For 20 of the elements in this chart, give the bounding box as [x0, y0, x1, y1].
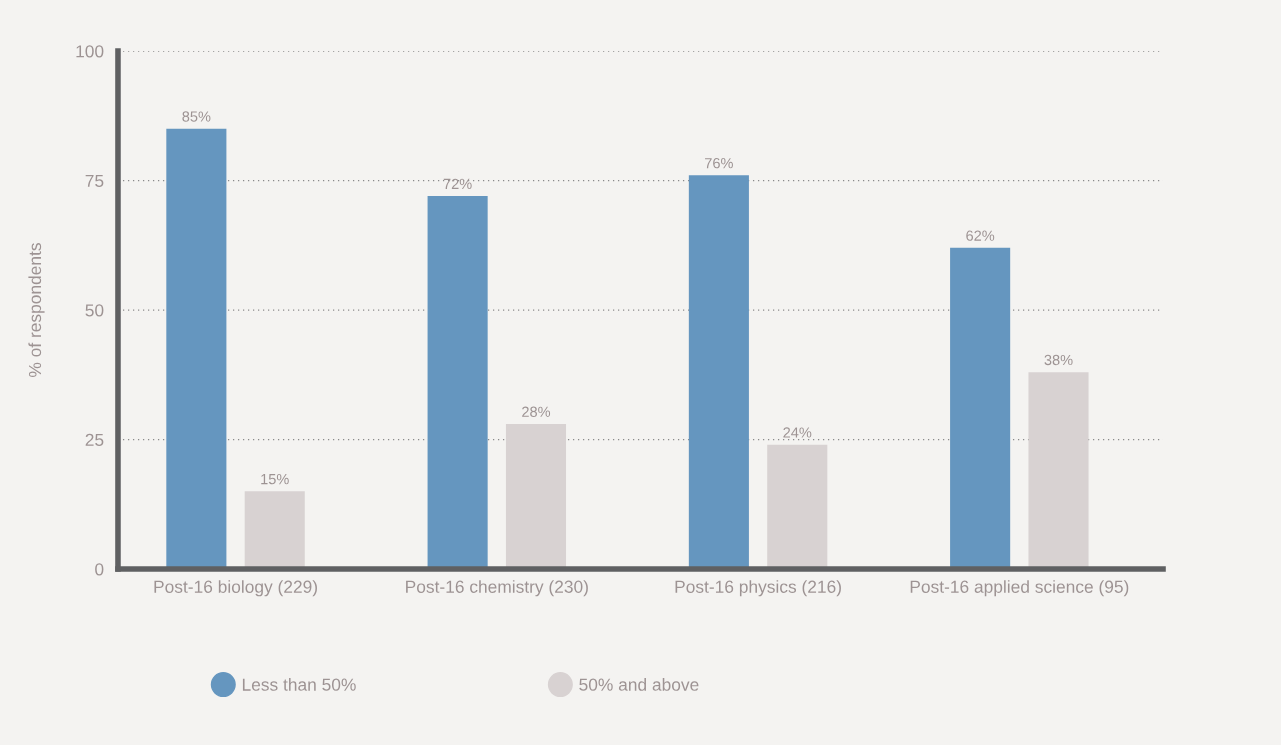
y-tick-label: 100	[76, 45, 104, 58]
data-label: 85%	[182, 111, 211, 122]
x-tick-label: Post-16 biology (229)	[154, 580, 317, 597]
legend-label: Less than 50%	[242, 678, 356, 691]
data-label: 24%	[783, 427, 812, 438]
data-label: 62%	[966, 230, 995, 241]
y-tick-label: 75	[85, 174, 104, 187]
y-tick-label: 0	[95, 563, 104, 576]
data-label: 38%	[1044, 354, 1073, 366]
legend-label: 50% and above	[579, 678, 699, 691]
data-label: 15%	[261, 474, 289, 485]
data-label: 72%	[443, 178, 472, 189]
x-tick-label: Post-16 physics (216)	[675, 580, 841, 597]
y-tick-label: 25	[85, 433, 104, 446]
y-tick-label: 50	[85, 304, 104, 317]
x-tick-label: Post-16 chemistry (230)	[406, 580, 588, 597]
y-axis-title: % of respondents	[28, 243, 45, 377]
x-tick-label: Post-16 applied science (95)	[910, 580, 1129, 597]
data-label: 28%	[522, 406, 551, 417]
data-label: 76%	[705, 157, 733, 169]
